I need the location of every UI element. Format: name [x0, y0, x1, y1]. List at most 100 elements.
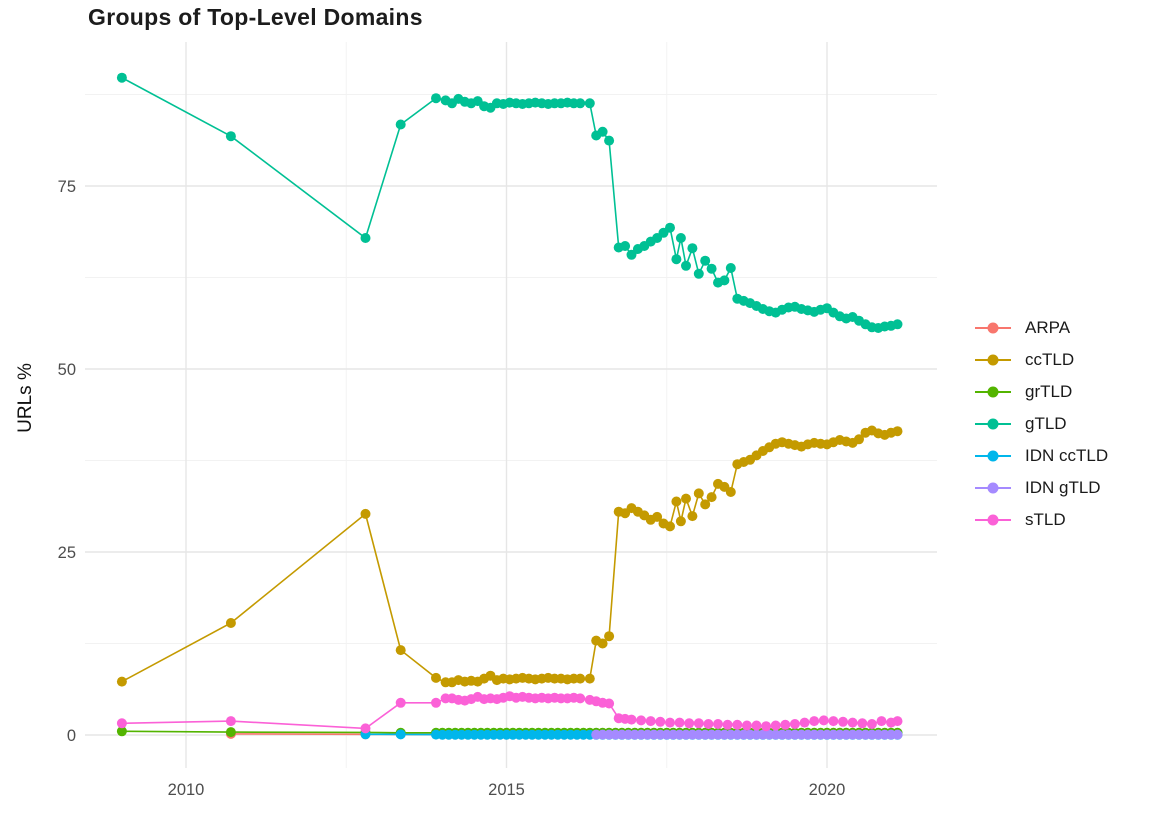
legend-item-idn-gtld: IDN gTLD	[973, 477, 1108, 499]
data-point	[892, 716, 903, 727]
legend-item-cctld: ccTLD	[973, 349, 1108, 371]
data-point	[645, 716, 656, 727]
data-point	[725, 487, 736, 497]
series-gtld	[116, 72, 903, 333]
data-point	[225, 131, 236, 142]
data-point	[828, 716, 839, 727]
data-point	[876, 716, 887, 727]
legend-key-icon	[975, 386, 1011, 398]
data-point	[687, 511, 698, 522]
data-point	[360, 508, 371, 519]
data-point	[761, 721, 772, 732]
data-point	[780, 719, 791, 730]
axis-tick-labels: 0 25 50 75 2010 2015 2020	[58, 178, 846, 799]
data-point	[671, 496, 682, 507]
data-point	[597, 126, 608, 137]
data-point	[770, 720, 781, 731]
data-point	[857, 718, 868, 729]
data-point	[584, 673, 595, 684]
data-point	[713, 719, 723, 729]
legend-label: ARPA	[1025, 318, 1071, 337]
data-point	[687, 243, 698, 254]
data-point	[636, 715, 647, 726]
data-point	[681, 493, 691, 504]
legend-key-icon	[975, 354, 1011, 366]
legend-item-arpa: ARPA	[973, 317, 1108, 339]
data-point	[789, 719, 800, 729]
y-tick-label: 25	[58, 544, 76, 562]
data-point	[693, 718, 704, 729]
y-tick-label: 0	[67, 727, 76, 745]
data-point	[892, 319, 903, 330]
legend-label: IDN gTLD	[1025, 478, 1101, 497]
data-point	[838, 716, 848, 727]
data-point	[741, 720, 752, 731]
data-point	[597, 638, 608, 649]
data-point	[847, 717, 858, 728]
data-point	[693, 488, 704, 499]
data-point	[854, 434, 864, 445]
legend-label: grTLD	[1025, 382, 1073, 401]
data-point	[681, 260, 691, 271]
data-point	[116, 72, 127, 83]
data-point	[693, 268, 704, 279]
data-point	[225, 618, 236, 628]
data-point	[395, 697, 406, 708]
legend-label: IDN ccTLD	[1025, 446, 1109, 465]
data-point	[700, 255, 711, 266]
data-point	[674, 717, 685, 728]
data-point	[722, 719, 733, 730]
data-point	[665, 521, 675, 532]
data-point	[706, 263, 717, 274]
data-point	[671, 254, 682, 265]
series-idn-gtld	[591, 729, 903, 740]
data-point	[665, 222, 675, 233]
legend-item-stld: sTLD	[973, 509, 1108, 531]
data-point	[719, 275, 730, 286]
data-point	[652, 511, 663, 522]
legend-key-icon	[975, 482, 1011, 494]
data-point	[431, 672, 441, 683]
legend-item-gtld: gTLD	[973, 413, 1108, 435]
legend-item-grtld: grTLD	[973, 381, 1108, 403]
data-point	[584, 98, 595, 109]
legend-label: ccTLD	[1025, 350, 1075, 369]
x-tick-label: 2020	[809, 781, 846, 799]
data-point	[866, 719, 877, 729]
series-stld	[116, 691, 903, 734]
data-point	[675, 233, 686, 243]
data-point	[626, 714, 637, 725]
data-point	[225, 727, 236, 738]
grid-minor	[85, 42, 937, 768]
legend-key-icon	[975, 450, 1011, 462]
data-point	[620, 241, 631, 251]
chart-title: Groups of Top-Level Domains	[88, 4, 423, 30]
data-point	[725, 263, 736, 273]
data-point	[225, 716, 236, 727]
data-point	[604, 135, 615, 146]
data-point	[575, 98, 586, 109]
data-point	[675, 516, 686, 527]
legend-key-icon	[975, 514, 1011, 526]
data-point	[892, 426, 903, 437]
data-point	[116, 726, 127, 737]
grid-major	[85, 42, 937, 768]
data-point	[684, 718, 695, 729]
data-point	[706, 492, 717, 503]
legend-item-idn-cctld: IDN ccTLD	[973, 445, 1108, 467]
data-point	[360, 233, 371, 243]
data-point	[700, 499, 711, 510]
data-point	[732, 719, 743, 730]
data-point	[575, 673, 586, 684]
data-point	[665, 717, 675, 728]
data-point	[751, 720, 762, 731]
data-point	[116, 718, 127, 729]
data-point	[799, 717, 810, 728]
y-tick-label: 75	[58, 178, 76, 196]
legend-key-icon	[975, 322, 1011, 334]
legend-key-icon	[975, 418, 1011, 430]
legend-label: sTLD	[1025, 510, 1066, 529]
data-point	[818, 715, 829, 726]
